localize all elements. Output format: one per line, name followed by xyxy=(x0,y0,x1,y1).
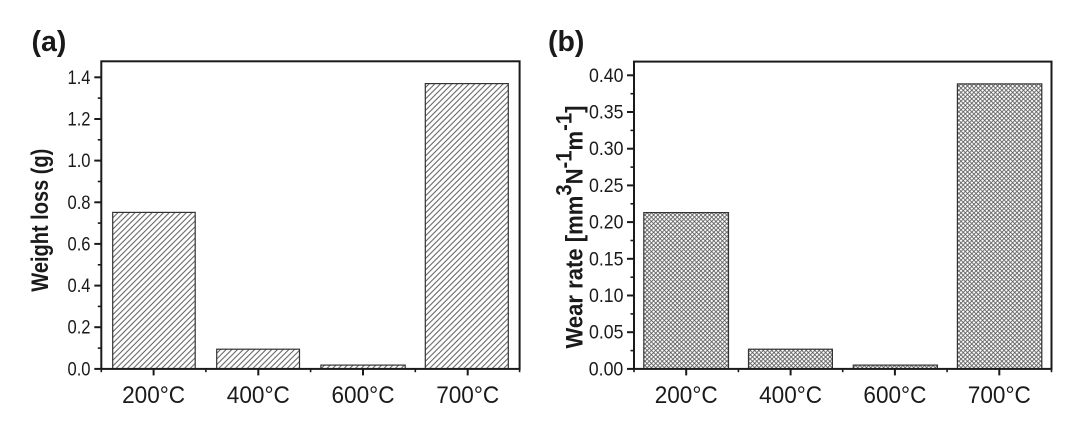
svg-text:0.8: 0.8 xyxy=(68,193,91,214)
svg-text:0.05: 0.05 xyxy=(589,323,624,344)
svg-text:0.6: 0.6 xyxy=(68,234,91,255)
svg-text:0.15: 0.15 xyxy=(589,249,624,270)
svg-text:0.4: 0.4 xyxy=(68,276,91,297)
svg-text:0.40: 0.40 xyxy=(589,66,624,87)
svg-text:0.10: 0.10 xyxy=(589,286,624,307)
svg-text:0.35: 0.35 xyxy=(589,103,624,124)
svg-text:200°C: 200°C xyxy=(655,382,718,409)
svg-text:700°C: 700°C xyxy=(436,382,499,409)
svg-text:0.0: 0.0 xyxy=(68,359,91,380)
svg-text:400°C: 400°C xyxy=(759,382,822,409)
svg-text:0.20: 0.20 xyxy=(589,213,624,234)
svg-text:200°C: 200°C xyxy=(122,382,185,409)
svg-text:1.4: 1.4 xyxy=(68,68,91,89)
svg-text:0.00: 0.00 xyxy=(589,359,624,380)
svg-text:1.0: 1.0 xyxy=(68,151,91,172)
svg-text:Weight loss (g): Weight loss (g) xyxy=(27,149,54,292)
svg-text:(b): (b) xyxy=(548,26,584,58)
svg-text:0.30: 0.30 xyxy=(589,139,624,160)
svg-text:600°C: 600°C xyxy=(863,382,926,409)
svg-text:(a): (a) xyxy=(32,26,67,58)
svg-text:Wear rate [mm3N-1m-1]: Wear rate [mm3N-1m-1] xyxy=(553,105,588,348)
svg-text:1.2: 1.2 xyxy=(68,110,91,131)
svg-text:700°C: 700°C xyxy=(968,382,1031,409)
svg-text:0.25: 0.25 xyxy=(589,176,624,197)
svg-text:0.2: 0.2 xyxy=(68,318,91,339)
svg-text:600°C: 600°C xyxy=(332,382,395,409)
svg-text:400°C: 400°C xyxy=(227,382,290,409)
